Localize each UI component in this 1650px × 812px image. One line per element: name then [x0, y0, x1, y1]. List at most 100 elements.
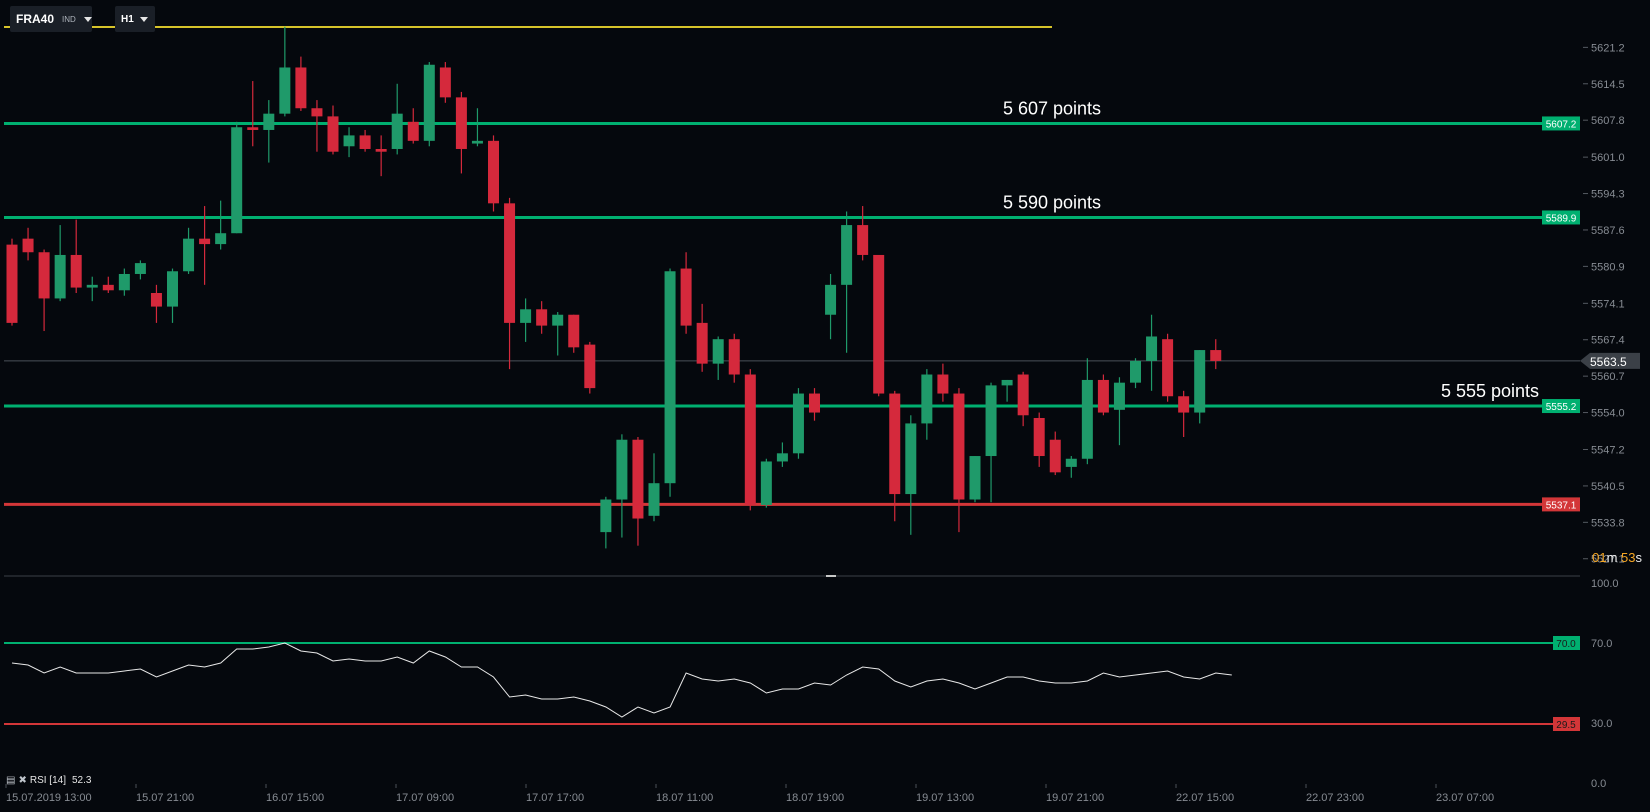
- time-tick-label: 17.07 09:00: [396, 792, 454, 804]
- price-tick-label: 5560.7: [1591, 371, 1625, 383]
- settings-icon[interactable]: ▤: [6, 775, 16, 786]
- rsi-level-value: 70.0: [1556, 639, 1576, 650]
- candle-body: [295, 67, 307, 109]
- candle-body: [1033, 417, 1045, 457]
- candle-body: [1194, 350, 1206, 413]
- countdown-minutes: 01: [1592, 550, 1607, 565]
- price-tick-label: 5614.5: [1591, 79, 1625, 91]
- candle-body: [1017, 374, 1029, 416]
- candle-body: [1081, 379, 1093, 459]
- rsi-level-tag: [1553, 636, 1580, 650]
- candle-body: [985, 385, 997, 457]
- price-tick-label: 5547.2: [1591, 445, 1625, 457]
- rsi-value: 52.3: [71, 775, 92, 786]
- time-tick-label: 22.07 23:00: [1306, 792, 1364, 804]
- rsi-tick-label: 70.0: [1591, 638, 1612, 650]
- candle-body: [760, 461, 772, 505]
- time-tick-label: 19.07 21:00: [1046, 792, 1104, 804]
- candle-body: [776, 453, 788, 462]
- candle-body: [6, 244, 18, 323]
- symbol-selector[interactable]: FRA40 IND: [10, 6, 92, 32]
- candle-body: [471, 140, 483, 144]
- candle-body: [584, 344, 596, 389]
- candle-body: [150, 293, 162, 307]
- candle-body: [825, 284, 837, 315]
- candle-body: [118, 273, 130, 291]
- candle-body: [231, 127, 243, 234]
- price-tick-label: 5574.1: [1591, 298, 1625, 310]
- level-tag: [1542, 399, 1580, 414]
- timeframe-selector[interactable]: H1: [115, 6, 155, 32]
- candle-body: [439, 67, 451, 98]
- price-tick-label: 5621.2: [1591, 42, 1625, 54]
- time-tick-label: 15.07.2019 13:00: [6, 792, 92, 804]
- level-annotation: 5 555 points: [1441, 381, 1539, 401]
- rsi-line: [11, 642, 1232, 718]
- candle-body: [407, 121, 419, 141]
- candle-body: [921, 374, 933, 424]
- candle-body: [1130, 360, 1141, 383]
- candle-body: [199, 238, 211, 245]
- candle-body: [1049, 439, 1061, 473]
- candle-body: [792, 393, 804, 454]
- price-tick-label: 5527.1: [1591, 554, 1625, 566]
- candle-body: [279, 67, 291, 114]
- candle-body: [728, 339, 740, 375]
- countdown-seconds: 53: [1621, 550, 1636, 565]
- time-tick-label: 15.07 21:00: [136, 792, 194, 804]
- level-tag-value: 5589.9: [1546, 213, 1577, 224]
- candle-body: [504, 203, 516, 323]
- candle-body: [1065, 458, 1077, 467]
- symbol-tag: IND: [62, 14, 76, 24]
- candle-body: [54, 254, 66, 299]
- candle-body: [311, 108, 323, 117]
- candle-body: [1001, 379, 1013, 386]
- candle-body: [1178, 396, 1190, 413]
- candle-body: [712, 339, 724, 364]
- candle-body: [664, 271, 676, 484]
- candle-body: [873, 254, 885, 394]
- candle-body: [552, 314, 564, 326]
- price-tick-label: 5540.5: [1591, 481, 1625, 493]
- chevron-down-icon: [139, 16, 148, 22]
- candle-body: [648, 483, 660, 516]
- time-tick-label: 23.07 07:00: [1436, 792, 1494, 804]
- candle-body: [102, 284, 114, 291]
- time-tick-label: 16.07 15:00: [266, 792, 324, 804]
- close-icon[interactable]: ✖: [18, 775, 27, 786]
- time-tick-label: 17.07 17:00: [526, 792, 584, 804]
- candle-body: [809, 393, 820, 413]
- time-tick-label: 19.07 13:00: [916, 792, 974, 804]
- rsi-legend: ▤ ✖ RSI [14] 52.3: [6, 775, 91, 786]
- candle-body: [520, 309, 532, 323]
- candle-body: [343, 135, 355, 147]
- candle-body: [423, 64, 435, 141]
- rsi-name: RSI [14]: [29, 775, 66, 786]
- countdown-minutes-unit: m: [1606, 550, 1618, 565]
- candle-body: [744, 374, 756, 505]
- time-tick-label: 18.07 19:00: [786, 792, 844, 804]
- rsi-level-tag: [1553, 717, 1580, 731]
- candle-body: [953, 393, 965, 500]
- candle-body: [696, 322, 708, 364]
- rsi-tick-label: 100.0: [1591, 578, 1619, 590]
- candle-body: [841, 225, 853, 285]
- candle-body: [488, 140, 499, 204]
- price-tick-label: 5607.8: [1591, 115, 1625, 127]
- rsi-tick-label: 0.0: [1591, 778, 1606, 790]
- candle-body: [359, 135, 371, 149]
- candle-body: [375, 148, 387, 152]
- candle-body: [70, 254, 82, 288]
- candle-body: [38, 252, 50, 299]
- candle-body: [86, 284, 98, 288]
- price-tick-label: 5554.0: [1591, 408, 1625, 420]
- time-tick-label: 18.07 11:00: [656, 792, 713, 804]
- candle-body: [247, 127, 259, 130]
- price-tick-label: 5594.3: [1591, 189, 1625, 201]
- level-annotation: 5 590 points: [1003, 192, 1101, 212]
- candle-body: [937, 374, 949, 394]
- candle-body: [857, 225, 869, 255]
- candle-body: [1210, 350, 1222, 361]
